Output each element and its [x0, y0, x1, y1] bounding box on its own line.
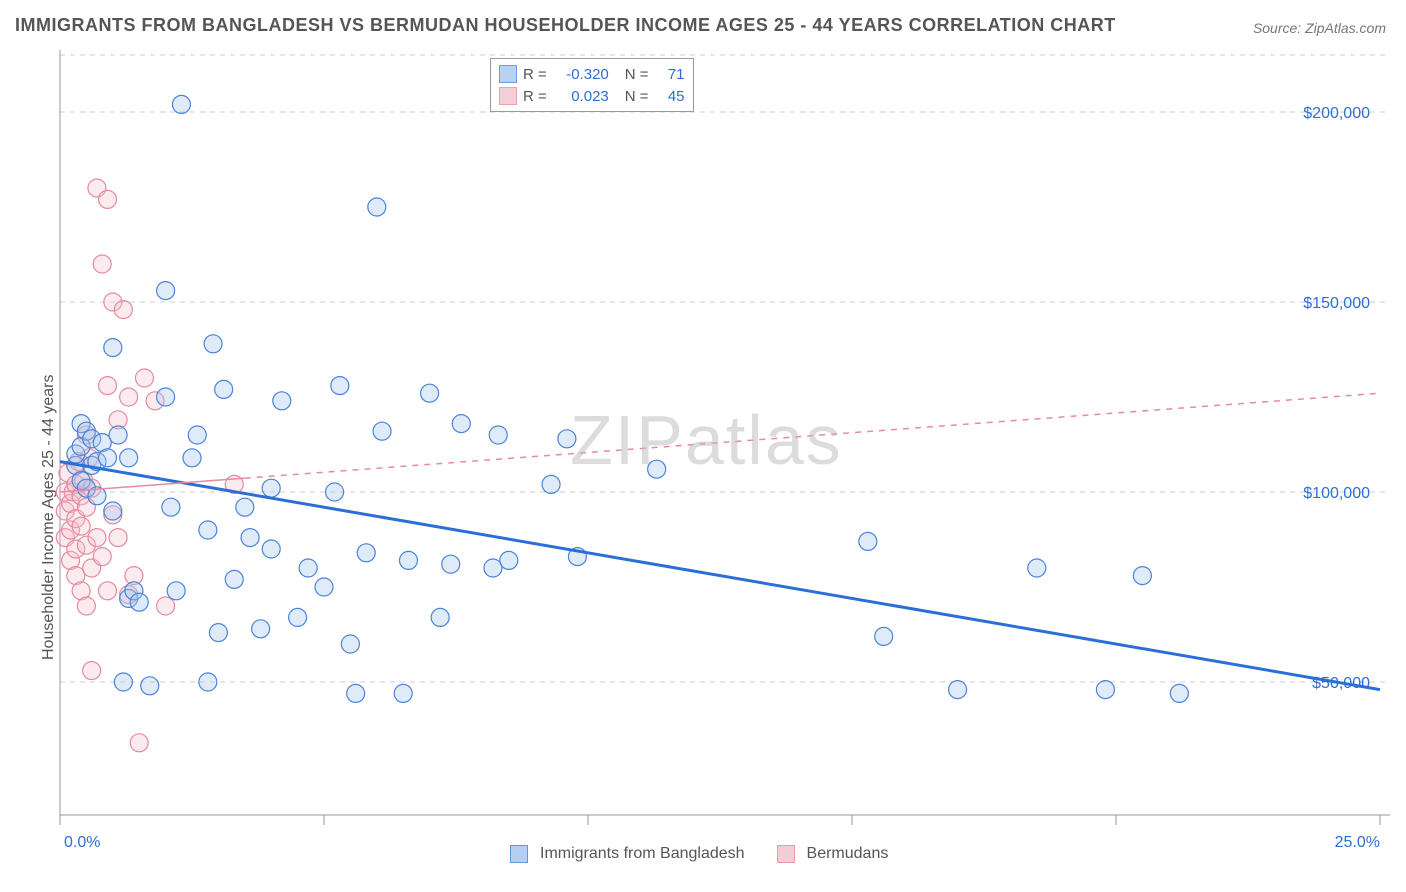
svg-text:25.0%: 25.0% [1335, 834, 1380, 851]
legend-swatch [499, 65, 517, 83]
correlation-legend: R = -0.320 N = 71 R = 0.023 N = 45 [490, 58, 694, 112]
legend-r-value: -0.320 [553, 66, 609, 83]
legend-r-value: 0.023 [553, 88, 609, 105]
legend-n-value: 71 [655, 66, 685, 83]
svg-text:$100,000: $100,000 [1303, 485, 1370, 502]
legend-row: R = 0.023 N = 45 [499, 85, 685, 107]
svg-text:$200,000: $200,000 [1303, 105, 1370, 122]
legend-n-label: N = [625, 88, 649, 105]
legend-series-label: Bermudans [807, 845, 889, 863]
legend-series-label: Immigrants from Bangladesh [540, 845, 745, 863]
legend-swatch [510, 845, 528, 863]
legend-r-label: R = [523, 88, 547, 105]
svg-text:0.0%: 0.0% [64, 834, 100, 851]
correlation-chart: IMMIGRANTS FROM BANGLADESH VS BERMUDAN H… [0, 0, 1406, 892]
series-legend: Immigrants from Bangladesh Bermudans [510, 845, 908, 863]
svg-text:$150,000: $150,000 [1303, 295, 1370, 312]
legend-swatch [499, 87, 517, 105]
legend-n-label: N = [625, 66, 649, 83]
legend-row: R = -0.320 N = 71 [499, 63, 685, 85]
legend-r-label: R = [523, 66, 547, 83]
chart-svg: $50,000$100,000$150,000$200,0000.0%25.0% [0, 0, 1406, 892]
legend-swatch [777, 845, 795, 863]
legend-n-value: 45 [655, 88, 685, 105]
